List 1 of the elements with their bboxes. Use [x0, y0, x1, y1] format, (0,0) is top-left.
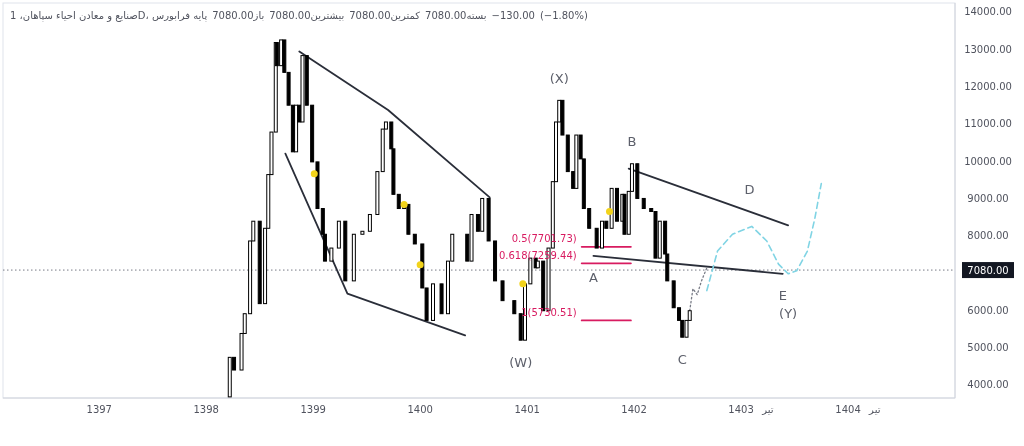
ref-line-label: 7080.00 — [967, 264, 1009, 276]
